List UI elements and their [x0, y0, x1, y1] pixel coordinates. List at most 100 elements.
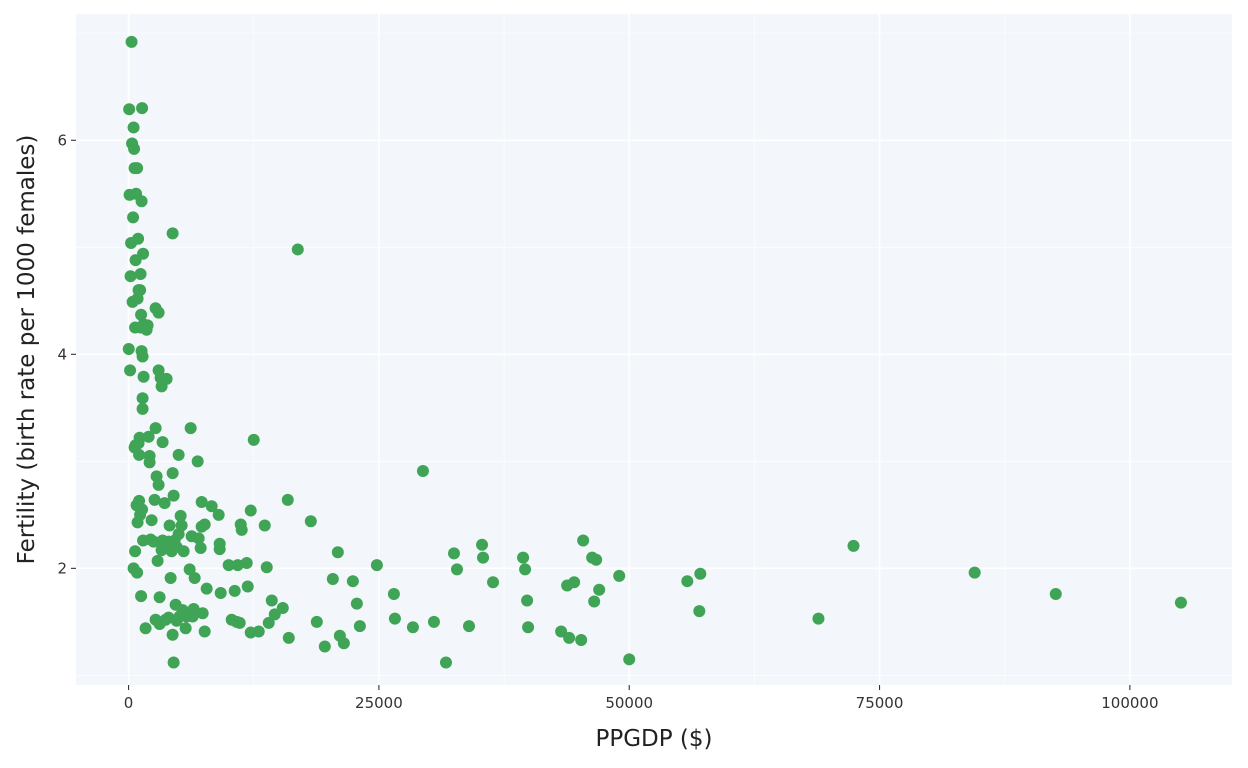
data-point [122, 342, 135, 355]
data-point [214, 586, 227, 599]
data-point [137, 247, 150, 260]
data-point [694, 567, 707, 580]
data-point [337, 637, 350, 650]
data-point [143, 456, 156, 469]
minor-gridlines [76, 14, 1232, 685]
data-point [212, 508, 225, 521]
data-point [244, 504, 257, 517]
data-point [1174, 596, 1187, 609]
data-point [555, 625, 568, 638]
data-point [174, 509, 187, 522]
data-point [519, 563, 532, 576]
data-point [575, 634, 588, 647]
data-point [152, 306, 165, 319]
data-point [968, 566, 981, 579]
data-point [388, 612, 401, 625]
data-point [318, 640, 331, 653]
data-point [184, 422, 197, 435]
data-point [135, 308, 148, 321]
data-point [196, 607, 209, 620]
data-point [149, 422, 162, 435]
data-point [125, 35, 138, 48]
plot-panel [76, 14, 1232, 685]
data-point [222, 559, 235, 572]
data-point [128, 142, 141, 155]
data-point [450, 563, 463, 576]
data-point [260, 561, 273, 574]
data-point [139, 622, 152, 635]
data-point [156, 436, 169, 449]
data-point [463, 620, 476, 633]
data-point [166, 628, 179, 641]
data-point [346, 575, 359, 588]
data-point [577, 534, 590, 547]
data-point [145, 514, 158, 527]
data-point [135, 195, 148, 208]
x-axis: 0 25000 50000 75000 100000 [124, 685, 1159, 712]
data-point [406, 621, 419, 634]
y-axis: 2 4 6 [57, 131, 76, 577]
data-point [291, 243, 304, 256]
data-point [231, 559, 244, 572]
data-point [134, 284, 147, 297]
data-point [240, 557, 253, 569]
data-point [563, 631, 576, 644]
x-tick-label: 50000 [605, 694, 653, 712]
data-point [142, 430, 155, 443]
data-point [153, 591, 166, 604]
data-point [135, 590, 148, 603]
data-point [194, 542, 207, 555]
data-point [353, 620, 366, 633]
data-point [198, 625, 211, 638]
data-point [447, 547, 460, 560]
data-point [160, 372, 173, 385]
data-point [175, 519, 188, 532]
data-point [167, 656, 180, 669]
data-point [247, 433, 260, 446]
data-point [693, 605, 706, 618]
data-point [198, 518, 211, 531]
data-point [370, 559, 383, 572]
data-point [132, 232, 145, 245]
y-tick-label: 4 [57, 345, 67, 363]
data-point [1049, 588, 1062, 601]
data-point [427, 615, 440, 628]
data-point [590, 553, 603, 566]
data-point [191, 455, 204, 468]
data-point [265, 594, 278, 607]
data-point [439, 656, 452, 669]
data-point [136, 503, 149, 516]
data-point [158, 497, 171, 510]
data-point [124, 364, 137, 377]
data-point [613, 569, 626, 582]
data-point [477, 551, 490, 564]
data-point [129, 545, 142, 558]
x-tick-label: 25000 [355, 694, 403, 712]
data-point [387, 588, 400, 601]
data-point [568, 576, 581, 589]
data-point [137, 370, 150, 383]
data-point [252, 625, 265, 638]
data-point [588, 595, 601, 608]
data-point [148, 493, 161, 506]
data-point [187, 603, 200, 616]
data-point [812, 612, 825, 625]
data-point [200, 582, 213, 595]
x-tick-label: 100000 [1101, 694, 1158, 712]
data-point [304, 515, 317, 528]
data-point [416, 464, 429, 477]
data-point [163, 519, 176, 532]
data-point [164, 571, 177, 584]
data-point [133, 431, 146, 444]
data-point [166, 467, 179, 480]
data-point [195, 496, 208, 508]
data-point [192, 532, 205, 545]
data-point [177, 545, 190, 558]
y-axis-title: Fertility (birth rate per 1000 females) [14, 135, 40, 565]
data-point [522, 621, 535, 634]
data-point [331, 546, 344, 559]
data-point [124, 270, 137, 283]
data-point [847, 539, 860, 552]
data-point [623, 653, 636, 666]
